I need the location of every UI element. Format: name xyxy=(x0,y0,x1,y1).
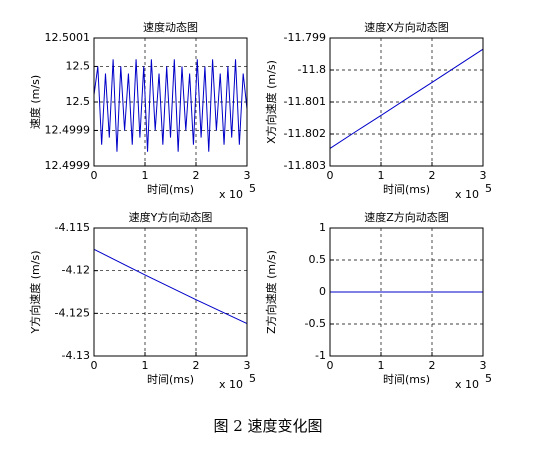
x-scale-base: x 10 xyxy=(455,188,479,201)
y-tick-label: 12.4999 xyxy=(45,123,91,136)
y-tick-label: -11.803 xyxy=(284,159,326,172)
x-scale-exponent: 5 xyxy=(485,182,492,195)
y-tick-label: -4.13 xyxy=(62,349,90,362)
y-axis-label: 速度 (m/s) xyxy=(28,75,42,129)
subplot-title: 速度Z方向动态图 xyxy=(364,210,449,224)
x-tick-label: 0 xyxy=(91,359,98,372)
y-tick-label: -4.12 xyxy=(62,264,90,277)
y-tick-label: -11.8 xyxy=(298,63,326,76)
x-tick-label: 0 xyxy=(327,359,334,372)
y-tick-label: 12.4999 xyxy=(45,159,91,172)
x-tick-label: 2 xyxy=(429,169,436,182)
y-tick-label: 0 xyxy=(319,285,326,298)
subplot-title: 速度Y方向动态图 xyxy=(129,210,213,224)
x-scale-exponent: 5 xyxy=(485,372,492,385)
subplot-title: 速度X方向动态图 xyxy=(364,20,449,34)
y-axis-label: Y方向速度 (m/s) xyxy=(28,251,42,335)
x-tick-label: 3 xyxy=(244,169,251,182)
plot-frame xyxy=(93,227,248,357)
x-tick-label: 1 xyxy=(142,169,149,182)
x-tick-label: 0 xyxy=(327,169,334,182)
y-tick-label: -1 xyxy=(315,349,326,362)
x-tick-label: 1 xyxy=(142,359,149,372)
x-axis-label: 时间(ms) xyxy=(147,183,194,196)
x-scale-exponent: 5 xyxy=(249,372,256,385)
y-axis-label: Z方向速度 (m/s) xyxy=(264,250,278,334)
x-tick-label: 3 xyxy=(244,359,251,372)
x-tick-label: 1 xyxy=(378,359,385,372)
x-tick-label: 3 xyxy=(480,169,487,182)
y-tick-label: -4.115 xyxy=(55,221,90,234)
x-tick-label: 2 xyxy=(193,169,200,182)
x-scale-exponent: 5 xyxy=(249,182,256,195)
x-tick-label: 0 xyxy=(91,169,98,182)
data-line xyxy=(93,59,248,152)
x-axis-label: 时间(ms) xyxy=(383,373,430,386)
y-tick-label: -4.125 xyxy=(55,306,90,319)
subplot-title: 速度动态图 xyxy=(143,20,198,34)
x-axis-label: 时间(ms) xyxy=(383,183,430,196)
data-line xyxy=(93,248,248,325)
y-tick-label: 12.5 xyxy=(66,95,91,108)
y-axis-label: X方向速度 (m/s) xyxy=(264,60,278,144)
x-axis-label: 时间(ms) xyxy=(147,373,194,386)
x-tick-label: 2 xyxy=(429,359,436,372)
y-tick-label: 12.5 xyxy=(66,59,91,72)
y-tick-label: 12.5001 xyxy=(45,31,91,44)
y-tick-label: -11.802 xyxy=(284,127,326,140)
y-tick-label: 0.5 xyxy=(309,253,327,266)
x-scale-base: x 10 xyxy=(455,378,479,391)
plot-area xyxy=(330,38,483,166)
y-tick-label: 1 xyxy=(319,221,326,234)
x-scale-base: x 10 xyxy=(219,188,243,201)
x-scale-base: x 10 xyxy=(219,378,243,391)
y-tick-label: -11.799 xyxy=(284,31,326,44)
plot-frame xyxy=(329,37,484,167)
y-tick-label: -0.5 xyxy=(305,317,326,330)
caption: 图 2 速度变化图 xyxy=(213,417,322,435)
plot-frame xyxy=(93,37,248,167)
data-line xyxy=(329,48,484,149)
x-tick-label: 1 xyxy=(378,169,385,182)
plot-area xyxy=(94,228,247,356)
y-tick-label: -11.801 xyxy=(284,95,326,108)
x-tick-label: 2 xyxy=(193,359,200,372)
x-tick-label: 3 xyxy=(480,359,487,372)
plot-frame xyxy=(329,227,484,357)
